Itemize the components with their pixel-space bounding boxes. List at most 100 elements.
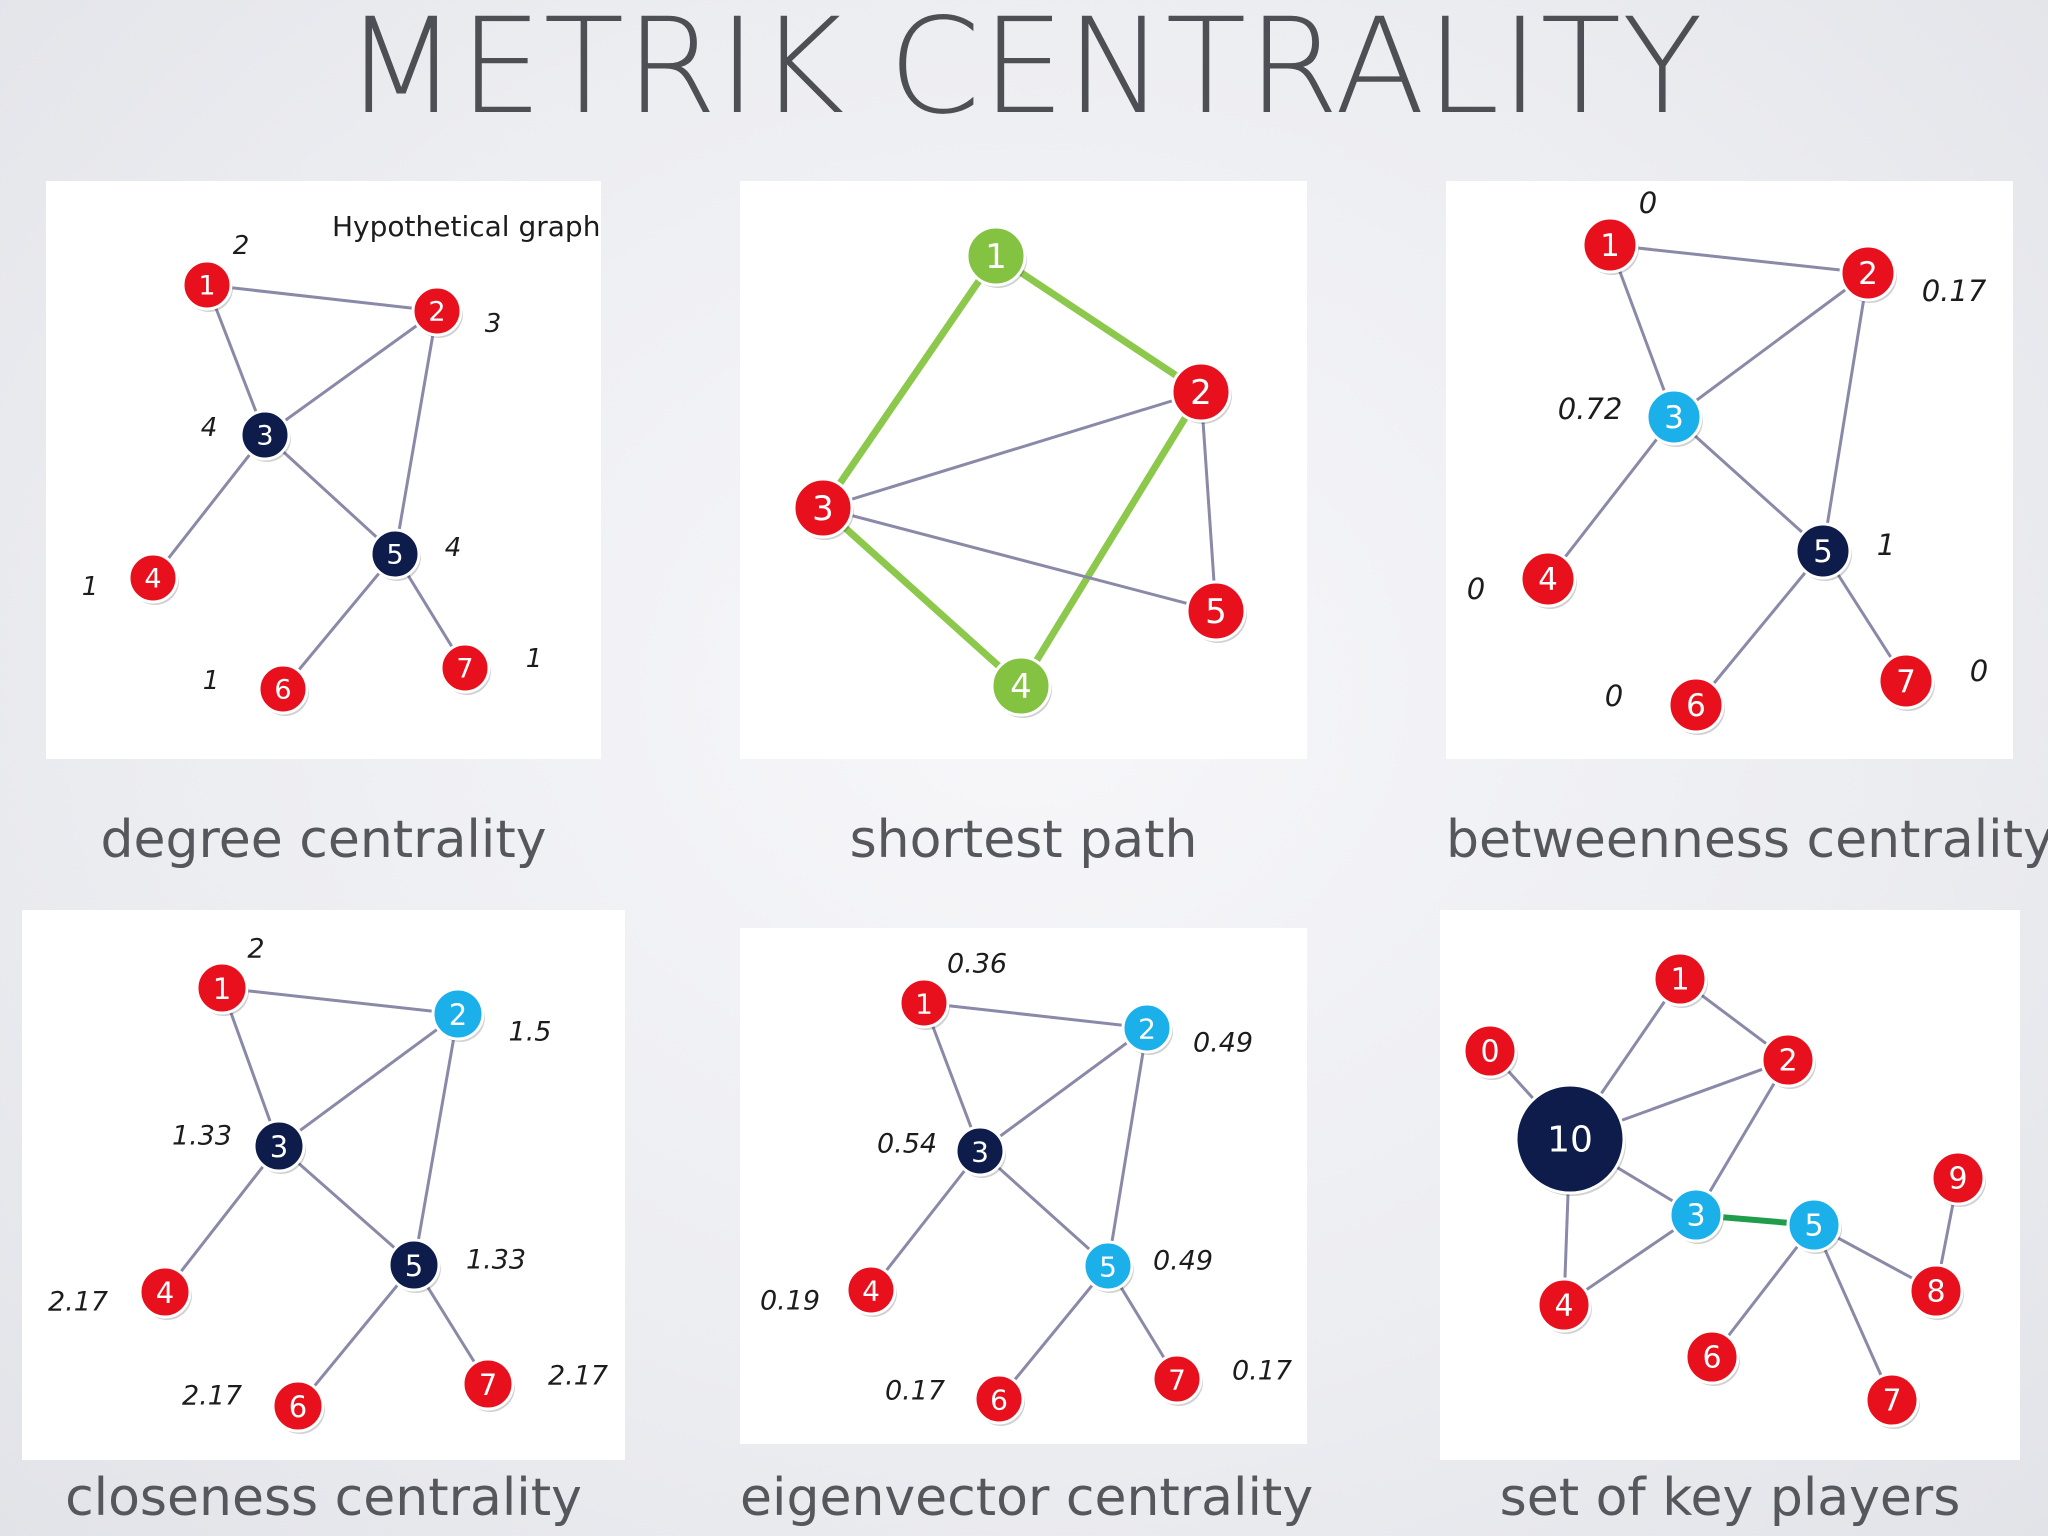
node-4: 4 — [127, 552, 179, 605]
centrality-value: 3 — [485, 309, 502, 339]
centrality-value: 2.17 — [182, 1381, 242, 1412]
node-circle — [1581, 216, 1639, 274]
centrality-value: 0.54 — [877, 1129, 937, 1160]
node-6: 6 — [257, 663, 309, 716]
node-2: 2 — [1760, 1032, 1816, 1089]
edge-4-2 — [1017, 388, 1205, 690]
node-label: 1 — [985, 237, 1007, 277]
node-label: 1 — [1670, 963, 1689, 998]
graph-shortest-path: 1 2 3 4 5 — [792, 225, 1247, 718]
node-circle — [1151, 1353, 1203, 1405]
node-label: 2 — [1778, 1044, 1797, 1079]
node-label: 10 — [1547, 1120, 1593, 1161]
edge-3-5 — [978, 1149, 1110, 1268]
node-0: 0 — [1462, 1023, 1518, 1080]
caption-eigenvector: eigenvector centrality — [740, 1468, 1314, 1528]
edge-1-2 — [922, 1001, 1149, 1030]
node-label: 4 — [862, 1275, 880, 1308]
centrality-value: 2 — [247, 934, 264, 965]
node-label: 7 — [479, 1368, 497, 1402]
centrality-value: 2.17 — [548, 1361, 608, 1392]
edge-2-5 — [393, 309, 439, 556]
node-2: 2 — [1121, 1002, 1173, 1055]
node-label: 6 — [990, 1384, 1008, 1417]
node-circle — [1908, 1263, 1964, 1319]
node-4: 4 — [845, 1264, 897, 1317]
node-label: 7 — [1168, 1364, 1186, 1397]
node-circle — [1930, 1150, 1986, 1206]
node-circle — [1877, 652, 1935, 710]
node-circle — [1462, 1023, 1518, 1079]
node-label: 7 — [456, 654, 473, 685]
node-circle — [965, 225, 1027, 287]
node-circle — [1170, 361, 1232, 423]
node-label: 6 — [1686, 688, 1706, 724]
node-6: 6 — [271, 1379, 325, 1434]
node-5: 5 — [387, 1238, 441, 1293]
node-label: 5 — [1205, 592, 1227, 632]
centrality-value: 4 — [445, 533, 462, 563]
edge-3-4 — [1546, 415, 1676, 581]
node-circle — [1185, 580, 1247, 642]
centrality-value: 0 — [1970, 654, 1988, 688]
node-label: 5 — [386, 540, 403, 571]
node-label: 5 — [1804, 1209, 1823, 1244]
node-circle — [181, 259, 233, 311]
node-5: 5 — [1794, 522, 1852, 581]
edge-1-3 — [220, 986, 281, 1148]
centrality-value: 0.17 — [1922, 274, 1987, 308]
node-label: 4 — [1538, 562, 1558, 598]
edge-5-7 — [1812, 1223, 1894, 1402]
edge-2-5 — [1199, 390, 1218, 613]
node-label: 4 — [156, 1276, 174, 1310]
graph-eigenvector: 1 0.36 2 0.49 3 0.54 4 0.19 5 0.49 6 0.17 7 0.17 — [760, 949, 1292, 1426]
node-label: 4 — [1010, 667, 1032, 707]
edge-2-3 — [1694, 1058, 1790, 1217]
node-label: 6 — [274, 675, 291, 706]
node-4: 4 — [138, 1265, 192, 1320]
edge-2-3 — [277, 1012, 460, 1148]
node-label: 3 — [812, 489, 834, 529]
node-circle — [1786, 1197, 1842, 1253]
edge-1-2 — [992, 252, 1205, 396]
node-circle — [1668, 1187, 1724, 1243]
edge-1-3 — [205, 283, 267, 437]
node-1: 1 — [898, 977, 950, 1030]
edge-5-6 — [1694, 549, 1825, 707]
node-1: 1 — [181, 259, 233, 312]
node-2: 2 — [431, 987, 485, 1042]
edge-1-3 — [819, 252, 1000, 512]
edge-1-3 — [922, 1001, 982, 1153]
node-label: 3 — [1664, 400, 1684, 436]
node-label: 6 — [1702, 1341, 1721, 1376]
centrality-value: 1 — [203, 666, 220, 696]
node-label: 3 — [256, 421, 273, 452]
node-circle — [127, 552, 179, 604]
node-circle — [369, 528, 421, 580]
centrality-value: 0.17 — [885, 1376, 945, 1407]
node-2: 2 — [1839, 244, 1897, 303]
edge-3-4 — [869, 1149, 982, 1292]
centrality-value: 1 — [1877, 528, 1895, 562]
node-4: 4 — [1536, 1277, 1592, 1334]
centrality-value: 2.17 — [48, 1287, 108, 1318]
centrality-value: 0.19 — [760, 1286, 820, 1317]
node-label: 2 — [1138, 1013, 1156, 1046]
node-circle — [1760, 1032, 1816, 1088]
edge-2-3 — [263, 309, 439, 437]
node-5: 5 — [1082, 1240, 1134, 1293]
caption-degree: degree centrality — [100, 810, 547, 870]
edge-2-3 — [978, 1026, 1149, 1153]
node-3: 3 — [792, 477, 854, 540]
edge-3-5 — [263, 433, 397, 556]
node-label: 5 — [405, 1249, 423, 1283]
node-7: 7 — [1877, 652, 1935, 711]
panel-key-players: 0 1 2 10 3 5 9 8 4 6 7 — [1440, 910, 2020, 1460]
centrality-value: 1 — [82, 572, 99, 602]
node-label: 2 — [449, 998, 467, 1032]
edge-1-2 — [220, 986, 460, 1016]
node-label: 1 — [915, 988, 933, 1021]
node-7: 7 — [461, 1357, 515, 1412]
node-circle — [1864, 1372, 1920, 1428]
centrality-value: 0 — [1639, 186, 1657, 220]
